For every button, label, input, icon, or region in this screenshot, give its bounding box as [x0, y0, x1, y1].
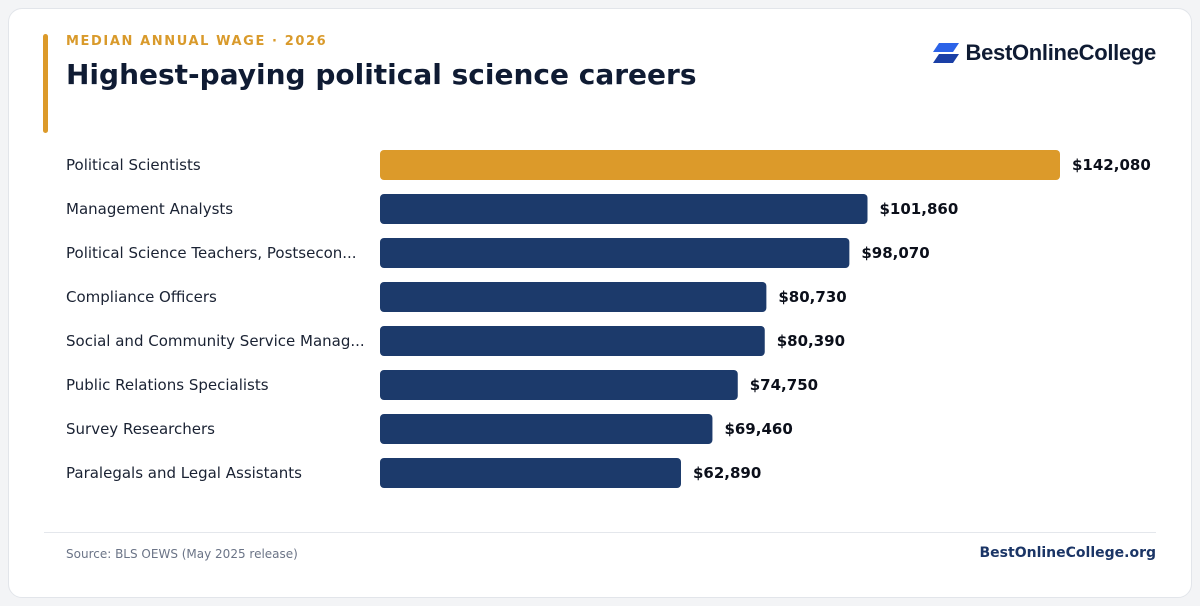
source-note: Source: BLS OEWS (May 2025 release): [66, 547, 298, 561]
brand-name: BestOnlineCollege: [965, 40, 1157, 65]
footer-site-name: BestOnlineCollege.org: [979, 545, 1156, 561]
value-label: $80,730: [778, 288, 846, 306]
value-label: $69,460: [724, 420, 792, 438]
value-label: $80,390: [777, 332, 845, 350]
value-label: $98,070: [861, 244, 929, 262]
bar: [380, 194, 868, 224]
value-label: $62,890: [693, 464, 761, 482]
chart-eyebrow: MEDIAN ANNUAL WAGE · 2026: [66, 34, 328, 49]
category-label: Political Science Teachers, Postsecon...: [66, 244, 357, 262]
category-label: Compliance Officers: [66, 288, 217, 306]
category-label: Public Relations Specialists: [66, 376, 269, 394]
category-label: Political Scientists: [66, 156, 201, 174]
title-accent-bar: [43, 34, 48, 133]
value-label: $74,750: [750, 376, 818, 394]
category-label: Management Analysts: [66, 200, 233, 218]
category-label: Survey Researchers: [66, 420, 215, 438]
bestonlinecollege-logo-icon: [932, 43, 959, 63]
bar: [380, 282, 767, 312]
chart-title: Highest-paying political science careers: [66, 58, 697, 91]
category-label: Paralegals and Legal Assistants: [66, 464, 302, 482]
bar: [380, 326, 765, 356]
footer-divider: [44, 532, 1156, 533]
bar: [380, 370, 738, 400]
bar: [380, 238, 850, 268]
brand-logo: BestOnlineCollege: [932, 40, 1157, 66]
category-label: Social and Community Service Manag...: [66, 332, 365, 350]
value-label: $101,860: [880, 200, 959, 218]
bar: [380, 414, 713, 444]
bar: [380, 150, 1060, 180]
value-label: $142,080: [1072, 156, 1151, 174]
bar: [380, 458, 681, 488]
